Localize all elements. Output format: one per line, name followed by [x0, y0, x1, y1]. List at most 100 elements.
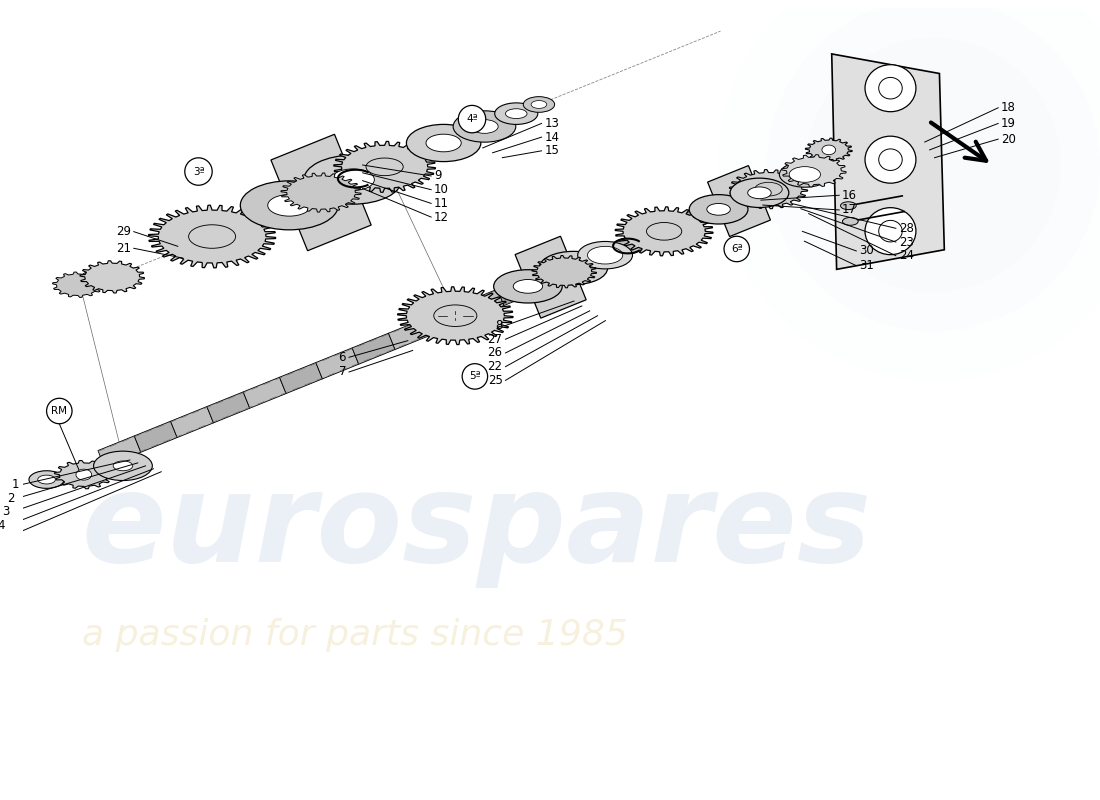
Text: 13: 13: [544, 117, 559, 130]
Polygon shape: [53, 272, 103, 298]
Text: 14: 14: [544, 130, 560, 144]
Ellipse shape: [748, 187, 771, 198]
Circle shape: [806, 38, 1060, 292]
Polygon shape: [425, 304, 468, 335]
Circle shape: [718, 0, 1100, 381]
Polygon shape: [824, 154, 840, 174]
Polygon shape: [679, 201, 722, 232]
Ellipse shape: [506, 109, 527, 118]
Polygon shape: [388, 318, 431, 350]
Text: 1: 1: [12, 478, 19, 491]
Text: 12: 12: [434, 210, 449, 224]
Ellipse shape: [433, 305, 476, 326]
Polygon shape: [461, 289, 504, 320]
Text: eurospares: eurospares: [81, 466, 872, 588]
Ellipse shape: [240, 181, 338, 230]
Polygon shape: [707, 166, 770, 237]
Polygon shape: [570, 245, 613, 276]
Polygon shape: [606, 230, 649, 262]
Text: 15: 15: [544, 144, 559, 158]
Text: 25: 25: [487, 374, 503, 387]
Ellipse shape: [453, 111, 516, 142]
Text: 6ª: 6ª: [730, 244, 743, 254]
Polygon shape: [534, 260, 576, 291]
Text: 4: 4: [0, 519, 4, 532]
Text: 31: 31: [859, 259, 874, 272]
Ellipse shape: [76, 469, 91, 480]
Ellipse shape: [647, 222, 682, 240]
Polygon shape: [333, 142, 436, 192]
Polygon shape: [397, 287, 513, 345]
Circle shape: [462, 364, 487, 389]
Polygon shape: [832, 54, 944, 270]
Circle shape: [185, 158, 212, 186]
Text: 10: 10: [434, 183, 449, 196]
Ellipse shape: [539, 251, 607, 285]
Polygon shape: [805, 138, 852, 162]
Text: 26: 26: [487, 346, 503, 359]
Polygon shape: [271, 134, 371, 250]
Text: 27: 27: [487, 333, 503, 346]
Polygon shape: [55, 461, 113, 489]
Polygon shape: [715, 186, 758, 218]
Text: 8: 8: [495, 319, 503, 332]
Polygon shape: [532, 255, 596, 288]
Ellipse shape: [37, 475, 55, 484]
Text: a passion for parts since 1985: a passion for parts since 1985: [81, 618, 627, 652]
Polygon shape: [642, 216, 685, 247]
Polygon shape: [280, 173, 361, 212]
Text: 17: 17: [843, 203, 857, 217]
Text: 6: 6: [339, 351, 346, 364]
Ellipse shape: [471, 120, 498, 134]
Polygon shape: [784, 154, 844, 188]
Ellipse shape: [879, 78, 902, 99]
Ellipse shape: [531, 101, 547, 108]
Ellipse shape: [587, 246, 623, 264]
Ellipse shape: [331, 169, 374, 190]
Text: 3ª: 3ª: [192, 166, 205, 177]
Text: 24: 24: [899, 250, 914, 262]
Ellipse shape: [730, 178, 789, 207]
Ellipse shape: [188, 225, 235, 248]
Ellipse shape: [29, 470, 64, 488]
Text: 22: 22: [487, 360, 503, 373]
Ellipse shape: [94, 451, 152, 481]
Circle shape: [724, 236, 749, 262]
Circle shape: [459, 106, 486, 133]
Text: RM: RM: [52, 406, 67, 416]
Polygon shape: [497, 274, 540, 306]
Ellipse shape: [879, 220, 902, 242]
Text: 16: 16: [843, 189, 857, 202]
Polygon shape: [729, 170, 807, 209]
Ellipse shape: [865, 65, 916, 112]
Ellipse shape: [865, 136, 916, 183]
Ellipse shape: [406, 124, 481, 162]
Polygon shape: [98, 436, 141, 467]
Ellipse shape: [559, 261, 588, 275]
Polygon shape: [751, 172, 794, 203]
Circle shape: [767, 0, 1100, 331]
Polygon shape: [148, 206, 276, 268]
Ellipse shape: [524, 97, 554, 112]
Ellipse shape: [495, 103, 538, 125]
Text: 20: 20: [1001, 133, 1016, 146]
Polygon shape: [316, 348, 359, 379]
Text: 23: 23: [899, 235, 914, 249]
Ellipse shape: [578, 242, 632, 269]
Ellipse shape: [113, 461, 133, 470]
Ellipse shape: [822, 145, 836, 154]
Polygon shape: [170, 406, 213, 438]
Text: 30: 30: [859, 245, 874, 258]
Ellipse shape: [304, 155, 402, 204]
Ellipse shape: [426, 134, 461, 152]
Text: 28: 28: [899, 222, 914, 235]
Text: 18: 18: [1001, 102, 1016, 114]
Text: 4ª: 4ª: [466, 114, 477, 124]
Ellipse shape: [494, 270, 562, 303]
Text: 5ª: 5ª: [469, 371, 481, 382]
Text: 19: 19: [1001, 117, 1016, 130]
Ellipse shape: [267, 194, 311, 216]
Ellipse shape: [366, 158, 404, 176]
Ellipse shape: [707, 203, 730, 215]
Polygon shape: [352, 334, 395, 364]
